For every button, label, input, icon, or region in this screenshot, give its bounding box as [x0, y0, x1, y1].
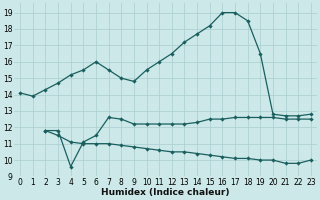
X-axis label: Humidex (Indice chaleur): Humidex (Indice chaleur): [101, 188, 230, 197]
